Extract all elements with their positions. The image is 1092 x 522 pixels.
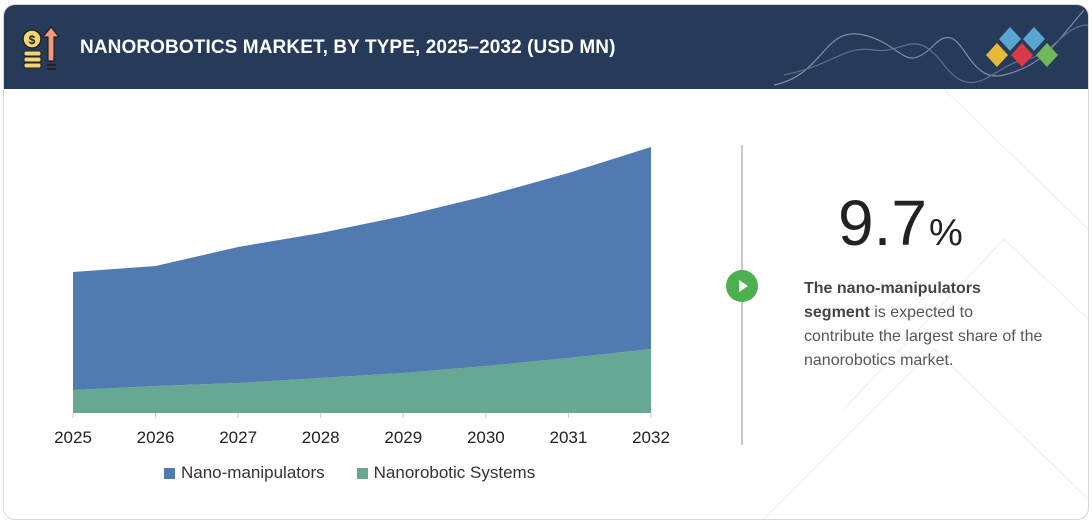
coins-up-arrow-icon: $ (22, 26, 61, 70)
background-lines (763, 89, 1088, 519)
cagr-unit: % (928, 212, 963, 254)
x-tick-label: 2026 (137, 428, 175, 447)
x-tick-label: 2028 (302, 428, 340, 447)
header-bar: $ NANOROBOTICS MARKET, BY TYPE, 2025–203… (4, 5, 1088, 89)
x-tick-label: 2027 (219, 428, 257, 447)
x-tick-label: 2031 (550, 428, 588, 447)
x-tick-label: 2030 (467, 428, 505, 447)
legend-item-nano-manipulators: Nano-manipulators (164, 463, 325, 483)
x-tick-label: 2029 (384, 428, 422, 447)
legend-item-nanorobotic-systems: Nanorobotic Systems (356, 463, 536, 483)
legend-swatch (356, 467, 368, 479)
highlight-text: is expected to contribute the largest sh… (804, 304, 1043, 369)
highlight-bold: The nano-manipulators segment (804, 280, 981, 321)
x-tick-label: 2032 (632, 428, 670, 447)
cagr-number: 9.7 (838, 187, 927, 259)
legend-label: Nanorobotic Systems (373, 463, 536, 482)
legend: Nano-manipulators Nanorobotic Systems (164, 463, 535, 483)
x-tick-label: 2025 (54, 428, 92, 447)
legend-label: Nano-manipulators (181, 463, 325, 482)
play-icon[interactable] (726, 270, 758, 302)
area-nano-manipulators (73, 147, 651, 390)
svg-text:$: $ (29, 33, 36, 47)
cagr-value: 9.7% (838, 186, 963, 260)
legend-swatch (164, 467, 175, 479)
stacked-area-chart: 2025 2026 2027 2028 2029 2030 2031 2032 (54, 147, 670, 447)
diamond-logo (986, 27, 1058, 67)
chart-title: NANOROBOTICS MARKET, BY TYPE, 2025–2032 … (80, 37, 616, 58)
highlight-description: The nano-manipulators segment is expecte… (804, 277, 1044, 373)
area-nanorobotic-systems (73, 349, 651, 413)
